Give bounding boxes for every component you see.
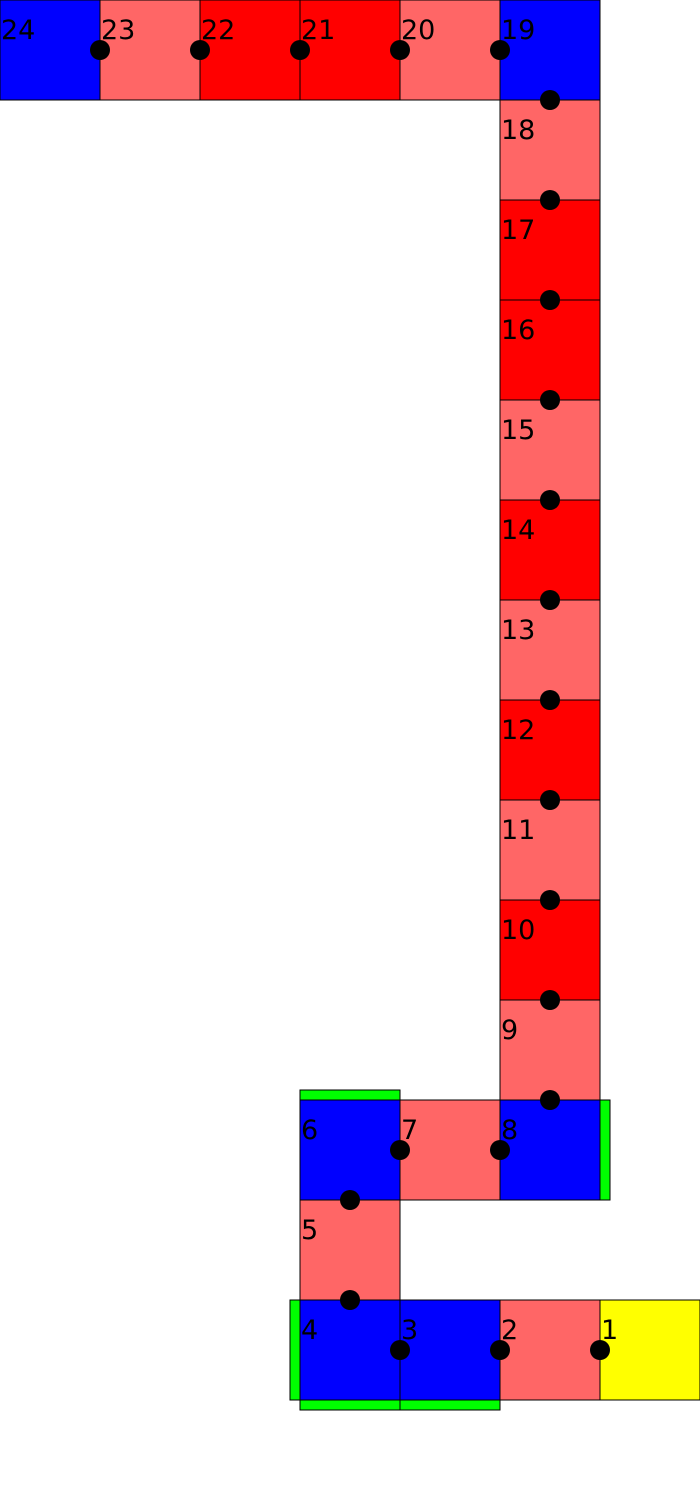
cell-label-11: 11 — [501, 815, 535, 846]
cell-label-7: 7 — [401, 1115, 418, 1146]
cell-23 — [99, 0, 201, 101]
cell-label-20: 20 — [401, 15, 435, 46]
cell-label-5: 5 — [301, 1215, 318, 1246]
cell-label-17: 17 — [501, 215, 535, 246]
cell-label-6: 6 — [301, 1115, 318, 1146]
cells-layer — [0, 0, 700, 1401]
cell-label-8: 8 — [501, 1115, 518, 1146]
cell-18 — [499, 99, 601, 201]
connection-dot — [90, 40, 110, 60]
cell-22 — [199, 0, 301, 101]
connection-dot — [340, 1290, 360, 1310]
connection-dot — [490, 40, 510, 60]
cell-20 — [399, 0, 501, 101]
green-marker — [599, 1099, 611, 1201]
connection-dot — [540, 990, 560, 1010]
connection-dot — [540, 490, 560, 510]
cell-label-19: 19 — [501, 15, 535, 46]
cell-label-15: 15 — [501, 415, 535, 446]
connection-dot — [490, 1340, 510, 1360]
cell-label-16: 16 — [501, 315, 535, 346]
cell-label-10: 10 — [501, 915, 535, 946]
cell-4 — [299, 1299, 401, 1401]
connection-dot — [540, 590, 560, 610]
cell-label-18: 18 — [501, 115, 535, 146]
cell-label-4: 4 — [301, 1315, 318, 1346]
connection-dot — [540, 690, 560, 710]
cell-label-24: 24 — [1, 15, 35, 46]
cell-16 — [499, 299, 601, 401]
cell-label-21: 21 — [301, 15, 335, 46]
connection-dot — [540, 890, 560, 910]
cell-label-12: 12 — [501, 715, 535, 746]
cell-label-13: 13 — [501, 615, 535, 646]
cell-21 — [299, 0, 401, 101]
cell-label-1: 1 — [601, 1315, 618, 1346]
cell-label-3: 3 — [401, 1315, 418, 1346]
cell-13 — [499, 599, 601, 701]
connection-dot — [390, 40, 410, 60]
cell-19 — [499, 0, 601, 101]
green-marker — [399, 1399, 501, 1411]
cell-5 — [299, 1199, 401, 1301]
cell-label-2: 2 — [501, 1315, 518, 1346]
cell-label-23: 23 — [101, 15, 135, 46]
connection-dots-layer — [90, 40, 610, 1360]
cell-10 — [499, 899, 601, 1001]
connection-dot — [540, 90, 560, 110]
cell-label-22: 22 — [201, 15, 235, 46]
green-marker — [299, 1399, 401, 1411]
cell-6 — [299, 1099, 401, 1201]
cell-15 — [499, 399, 601, 501]
cell-2 — [499, 1299, 601, 1401]
cell-label-14: 14 — [501, 515, 535, 546]
cell-label-9: 9 — [501, 1015, 518, 1046]
connection-dot — [390, 1340, 410, 1360]
cell-17 — [499, 199, 601, 301]
connection-dot — [490, 1140, 510, 1160]
cell-9 — [499, 999, 601, 1101]
connection-dot — [540, 390, 560, 410]
connection-dot — [190, 40, 210, 60]
connection-dot — [590, 1340, 610, 1360]
connection-dot — [540, 290, 560, 310]
green-marker — [299, 1089, 401, 1101]
connection-dot — [540, 1090, 560, 1110]
connection-dot — [340, 1190, 360, 1210]
green-markers-layer — [289, 1089, 611, 1411]
connection-dot — [390, 1140, 410, 1160]
connection-dot — [540, 190, 560, 210]
green-marker — [289, 1299, 301, 1401]
cell-1 — [599, 1299, 700, 1401]
connection-dot — [540, 790, 560, 810]
cell-24 — [0, 0, 101, 101]
cell-12 — [499, 699, 601, 801]
connection-dot — [290, 40, 310, 60]
